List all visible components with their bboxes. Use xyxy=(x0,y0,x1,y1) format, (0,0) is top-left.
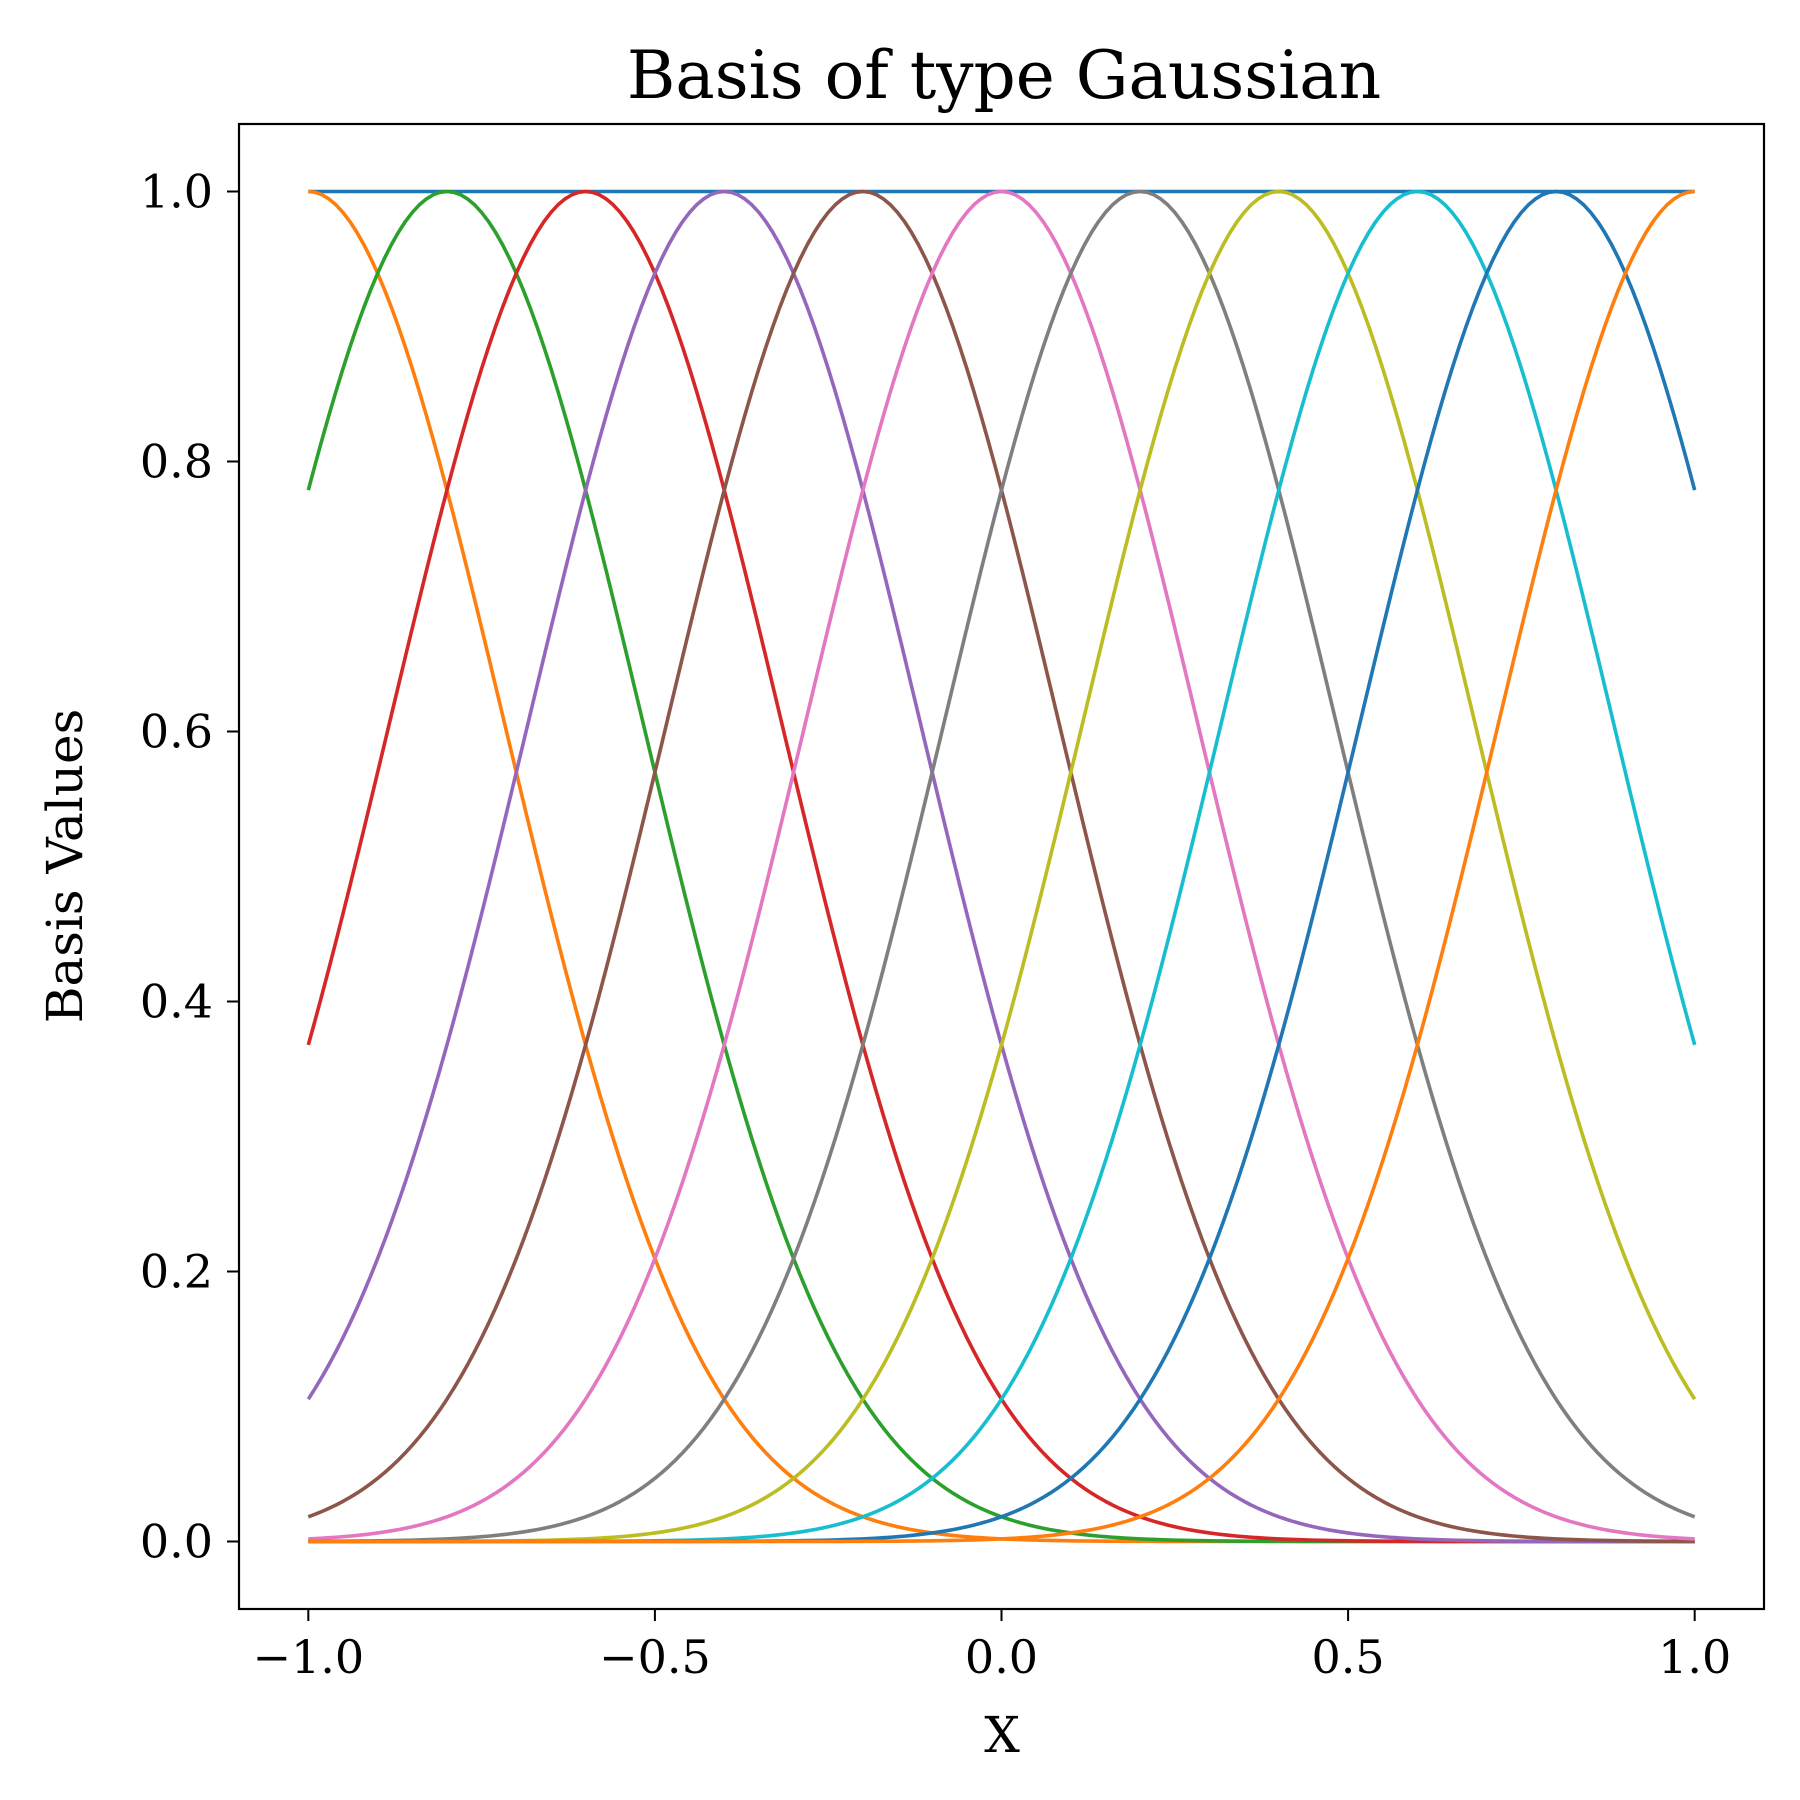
plot-lines xyxy=(306,189,1697,1544)
x-axis-label: X xyxy=(984,1706,1020,1764)
y-tick-label-3: 0.6 xyxy=(140,705,213,759)
chart-title: Basis of type Gaussian xyxy=(627,37,1381,114)
x-tick-label-0: −1.0 xyxy=(252,1630,364,1684)
y-tick-label-4: 0.8 xyxy=(140,435,213,489)
y-axis-label: Basis Values xyxy=(36,709,94,1024)
series-line-6 xyxy=(308,189,1695,1541)
y-tick-label-0: 0.0 xyxy=(140,1515,213,1569)
y-tick-label-2: 0.4 xyxy=(140,975,213,1029)
y-axis-ticks: 0.0 0.2 0.4 0.6 0.8 1.0 xyxy=(140,165,239,1569)
x-tick-label-1: −0.5 xyxy=(599,1630,711,1684)
series-line-11 xyxy=(308,189,1695,1544)
x-tick-label-4: 1.0 xyxy=(1658,1630,1731,1684)
x-axis-ticks: −1.0 −0.5 0.0 0.5 1.0 xyxy=(252,1609,1731,1684)
x-tick-label-2: 0.0 xyxy=(965,1630,1038,1684)
y-tick-label-5: 1.0 xyxy=(140,165,213,219)
x-tick-label-3: 0.5 xyxy=(1312,1630,1385,1684)
series-line-7 xyxy=(308,189,1696,1544)
y-tick-label-1: 0.2 xyxy=(140,1245,213,1299)
